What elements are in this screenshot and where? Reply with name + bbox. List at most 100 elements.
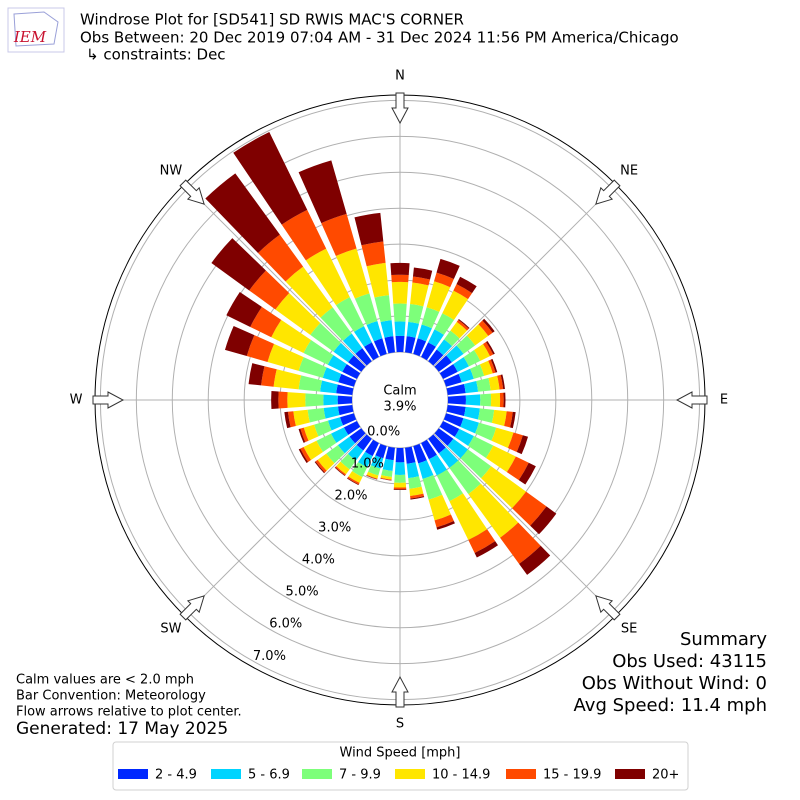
bar-segment (390, 262, 410, 276)
bar-segment (281, 209, 327, 261)
bar-segment (428, 494, 451, 521)
bar-segment (446, 345, 464, 363)
bar-segment (446, 405, 466, 416)
bar-segment (348, 471, 363, 483)
bar-segment (287, 392, 306, 408)
bar-segment (442, 290, 469, 320)
legend-swatch (302, 769, 332, 779)
bar-segment (347, 444, 364, 461)
bar-segment (426, 281, 451, 312)
bar-segment (456, 335, 476, 354)
flow-arrow (179, 595, 205, 621)
bar-segment (393, 303, 407, 322)
bar-segment (381, 469, 393, 478)
bar-segment (307, 408, 326, 423)
bar-segment (395, 447, 405, 463)
logo-text: IEM (13, 28, 47, 46)
grid-spoke (183, 433, 367, 617)
bar-segment (354, 212, 384, 246)
y-tick-label: 7.0% (253, 649, 286, 664)
bar-segment (361, 241, 386, 267)
bar-segment (449, 460, 481, 495)
bar-segment (298, 160, 347, 224)
bar-segment (347, 477, 359, 486)
bar-segment (490, 358, 498, 373)
bar-segment (267, 343, 304, 371)
bar-segment (305, 248, 350, 306)
bar-segment (443, 373, 462, 387)
bar-segment (326, 445, 345, 464)
bar-segment (382, 458, 394, 471)
bar-segment (434, 272, 454, 288)
bar-segment (499, 392, 504, 408)
compass-label: SE (621, 622, 637, 637)
compass-label: NE (620, 163, 638, 178)
bar-segment (443, 413, 464, 427)
note-line: Bar Convention: Meteorology (16, 689, 206, 704)
bar-segment (224, 325, 255, 357)
flow-arrow (179, 179, 205, 205)
y-tick-label: 5.0% (286, 585, 319, 600)
bar-segment (380, 475, 392, 480)
bar-segment (500, 522, 541, 564)
bar-segment (335, 466, 347, 476)
bar-segment (408, 304, 424, 324)
bar-segment (258, 234, 304, 282)
compass-label: W (70, 393, 83, 408)
bar-segment (349, 428, 366, 444)
bar-segment (481, 466, 527, 509)
bar-segment (434, 514, 454, 528)
y-tick-label: 6.0% (269, 617, 302, 632)
summary-line: Obs Without Wind: 0 (582, 673, 767, 694)
summary-line: Avg Speed: 11.4 mph (574, 695, 767, 716)
bar-segment (468, 529, 496, 553)
bar-segment (334, 467, 346, 477)
bar-segment (463, 350, 481, 367)
summary-line: Obs Used: 43115 (612, 651, 767, 672)
bar-segment (436, 339, 453, 356)
bar-segment (271, 319, 312, 353)
bar-segment (303, 440, 323, 461)
bar-segment (338, 373, 357, 387)
bar-segment (422, 475, 443, 500)
legend-label: 2 - 4.9 (155, 768, 197, 783)
bar-segment (510, 411, 516, 429)
constraints: ↳ constraints: Dec (86, 46, 226, 64)
flow-arrow (391, 675, 409, 708)
grid-spoke (183, 183, 367, 367)
y-tick-label: 2.0% (335, 489, 368, 504)
bar-segment (454, 428, 474, 446)
bar-segment (368, 465, 381, 476)
flow-arrow (391, 92, 409, 125)
summary-line: Summary (680, 629, 767, 650)
bar-segment (321, 213, 357, 256)
bar-segment (315, 459, 327, 473)
bar-segment (365, 439, 379, 457)
bar-segment (480, 393, 492, 407)
bar-segment (355, 348, 372, 366)
bar-segment (434, 428, 454, 446)
bar-segment (352, 462, 368, 478)
legend: 2 - 4.9 5 - 6.9 7 - 9.9 10 - 14.9 15 - 19.9 2… (118, 768, 679, 783)
compass-label: S (396, 717, 404, 732)
bar-segment (417, 324, 432, 342)
bar-segment (512, 491, 547, 526)
bar-segment (447, 438, 468, 459)
bar-segment (323, 394, 338, 406)
bar-segment (412, 267, 433, 280)
bar-segment (249, 270, 290, 310)
bar-segment (453, 284, 473, 300)
bar-segment (298, 375, 323, 392)
bar-segment (413, 443, 427, 464)
bar-segment (458, 368, 474, 383)
bar-segment (391, 274, 409, 283)
bar-segment (439, 364, 458, 379)
y-tick-label: 0.0% (367, 425, 400, 440)
bar-segment (335, 297, 364, 332)
logo: IEM (7, 7, 65, 53)
bar-segment (373, 338, 387, 357)
bar-segment (497, 374, 504, 390)
bar-segment (348, 355, 366, 372)
